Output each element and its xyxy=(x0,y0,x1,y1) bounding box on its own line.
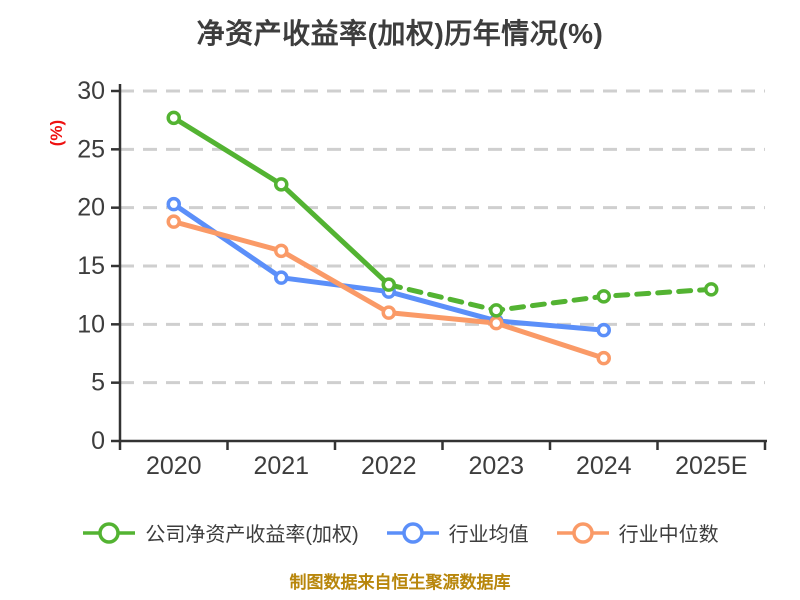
data-point-2-2020 xyxy=(166,214,181,229)
data-point-2-2021 xyxy=(274,243,289,259)
y-tick-label-25: 25 xyxy=(77,135,105,163)
data-point-0-2025E xyxy=(704,282,719,297)
data-point-1-2021 xyxy=(274,270,289,285)
legend-marker-icon xyxy=(83,521,136,544)
legend-label-0: 公司净资产收益率(加权) xyxy=(145,524,359,546)
series-line-0-solid xyxy=(171,115,392,288)
y-tick-label-0: 0 xyxy=(91,427,105,455)
data-point-2-2024 xyxy=(596,350,611,366)
data-point-1-2024 xyxy=(596,322,611,338)
legend-label-2: 行业中位数 xyxy=(618,524,719,546)
x-tick-label-2023: 2023 xyxy=(468,452,524,480)
y-tick-label-10: 10 xyxy=(77,310,105,338)
chart-title: 净资产收益率(加权)历年情况(%) xyxy=(196,18,604,49)
chart-plot: 0 5 10 15 20 25 30 (%) 2020 2021 2022 2023 2024 2025E xyxy=(47,77,767,480)
chart-legend: 公司净资产收益率(加权) 行业均值 行业中位数 xyxy=(0,518,800,547)
x-tick-label-2021: 2021 xyxy=(253,452,309,480)
x-tick-label-2020: 2020 xyxy=(146,452,202,480)
y-axis-unit-label: (%) xyxy=(47,120,66,146)
data-point-0-2024 xyxy=(596,289,611,304)
data-point-0-2023 xyxy=(489,303,504,318)
x-tick-label-2024: 2024 xyxy=(576,452,632,480)
x-tick-label-2022: 2022 xyxy=(361,452,417,480)
data-point-0-2022 xyxy=(381,277,396,292)
y-tick-label-15: 15 xyxy=(77,252,105,280)
legend-item-0[interactable]: 公司净资产收益率(加权) xyxy=(81,518,359,547)
legend-marker-icon xyxy=(386,521,439,544)
legend-circle xyxy=(571,521,594,544)
legend-item-1[interactable]: 行业均值 xyxy=(385,518,529,547)
data-point-0-2021 xyxy=(274,177,289,192)
x-tick-label-2025E: 2025E xyxy=(675,452,747,480)
legend-marker-icon xyxy=(556,521,609,544)
y-tick-label-5: 5 xyxy=(91,369,105,397)
legend-circle xyxy=(401,521,424,544)
data-point-1-2020 xyxy=(166,196,181,212)
y-tick-label-30: 30 xyxy=(77,77,105,105)
legend-circle xyxy=(98,521,121,544)
legend-label-1: 行业均值 xyxy=(448,524,529,546)
data-point-0-2020 xyxy=(166,110,181,126)
data-source-caption: 制图数据来自恒生聚源数据库 xyxy=(289,573,511,592)
data-point-2-2023 xyxy=(489,315,504,331)
y-tick-label-20: 20 xyxy=(77,194,105,222)
series-line-0-dashed xyxy=(386,282,714,313)
data-point-2-2022 xyxy=(381,305,396,320)
legend-item-2[interactable]: 行业中位数 xyxy=(555,518,719,547)
